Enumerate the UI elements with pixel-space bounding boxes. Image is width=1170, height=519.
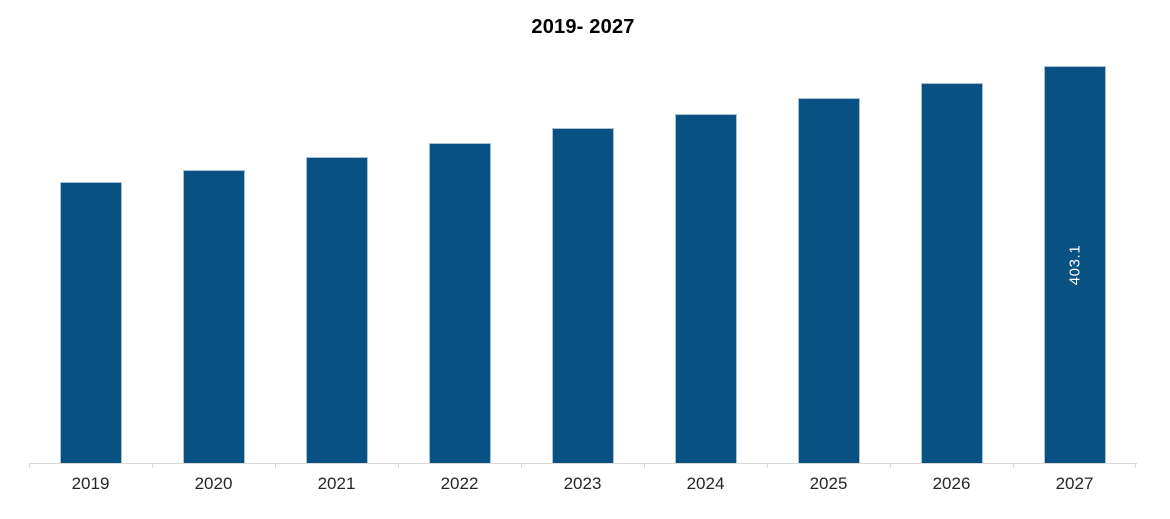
bar-2024 [674,113,737,463]
x-axis-label-2020: 2020 [194,474,233,493]
bar-cell [644,53,767,463]
chart-title: 2019- 2027 [531,16,635,38]
x-axis-tick [397,463,399,468]
bar-2027: 403.1 [1043,65,1106,463]
x-axis-label-2023: 2023 [563,474,602,493]
bar-cell [398,53,521,463]
bar-cell: 403.1 [1013,53,1136,463]
x-axis-line [29,463,1137,464]
bar-2026 [920,83,983,463]
bar-cell [890,53,1013,463]
x-axis-tick [520,463,522,468]
bar-cell [29,53,152,463]
bar-cell [767,53,890,463]
x-axis-tick [766,463,768,468]
x-axis-label-2024: 2024 [686,474,725,493]
bar-2021 [305,157,368,463]
x-axis-label-2021: 2021 [317,474,356,493]
bar-2022 [428,143,491,463]
x-axis-tick [1012,463,1014,468]
bar-2025 [797,98,860,463]
x-axis-tick [644,463,645,468]
data-label-2027: 403.1 [1066,244,1083,286]
x-axis-label-2022: 2022 [440,474,479,493]
x-axis-ticks [29,463,1136,469]
x-axis-tick [274,463,276,468]
bar-cell [521,53,644,463]
x-axis-label-2019: 2019 [71,474,110,493]
x-axis-tick [29,463,30,468]
bar-2023 [551,128,614,463]
bar-cell [275,53,398,463]
bar-2019 [59,182,122,463]
x-axis-label-2026: 2026 [932,474,971,493]
bar-cell [152,53,275,463]
x-axis-tick [1135,463,1136,468]
x-axis-tick [151,463,153,468]
x-axis-label-2027: 2027 [1055,474,1094,493]
bar-2020 [182,170,245,463]
x-axis-labels-row: 2019 2020 2021 2022 2023 2024 2025 2026 2027 [29,471,1136,497]
x-axis-tick [890,463,891,468]
x-axis-label-2025: 2025 [809,474,848,493]
bars-row: 403.1 [29,53,1136,463]
